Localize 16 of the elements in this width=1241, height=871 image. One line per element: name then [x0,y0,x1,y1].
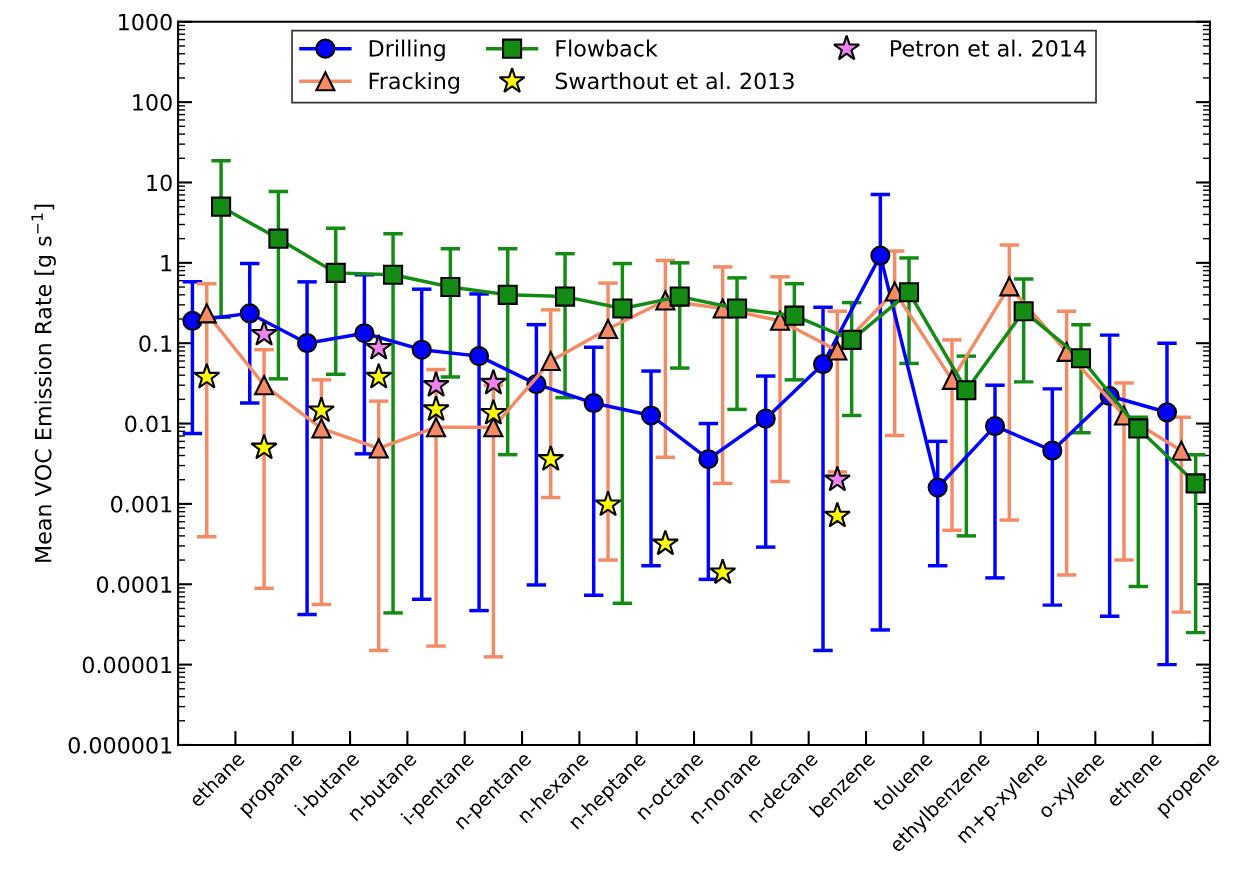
y-tick-label: 0.0001 [96,576,172,594]
y-tick-label: 0.01 [125,415,172,433]
y-tick-label: 0.00001 [82,656,172,674]
legend-label: Drilling [369,39,445,62]
y-axis-title: Mean VOC Emission Rate [g s$^{−1}$] [31,204,56,562]
y-tick-label: 0.001 [111,495,172,513]
legend-label: Swarthout et al. 2013 [555,72,794,90]
y-tick-label: 0.1 [139,335,172,352]
y-tick-label: 1000 [119,13,172,31]
legend-label: Flowback [556,39,658,57]
y-tick-label: 100 [133,94,172,111]
legend-label: Fracking [369,72,459,94]
y-tick-label: 1 [161,255,172,272]
y-tick-label: 10 [147,174,172,192]
legend-label: Petron et al. 2014 [891,39,1086,57]
y-tick-label: 0.000001 [68,736,172,754]
